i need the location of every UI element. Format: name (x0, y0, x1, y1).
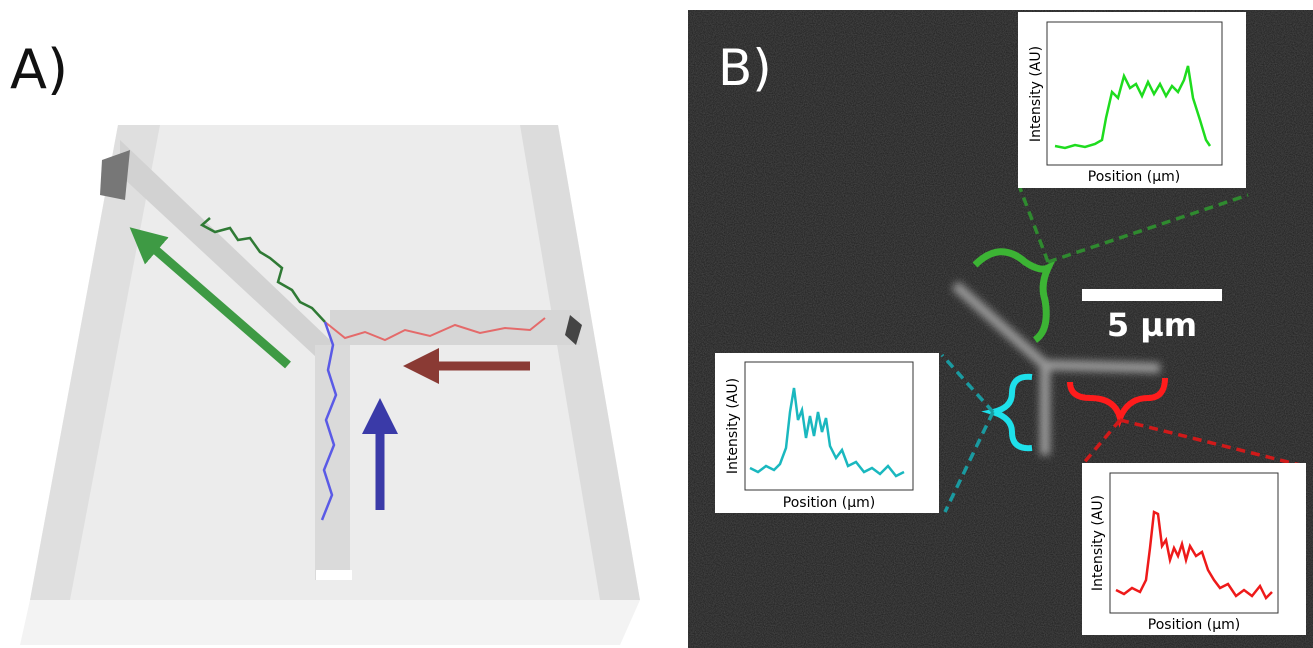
channel-end (100, 150, 130, 200)
inset-bg (1018, 12, 1246, 188)
panel-label: A) (10, 38, 68, 101)
profile-inset: Position (µm) Intensity (AU) (1082, 463, 1306, 635)
x-axis-label: Position (µm) (1148, 617, 1240, 633)
x-axis-label: Position (µm) (1088, 169, 1180, 185)
y-axis-label: Intensity (AU) (1090, 495, 1106, 591)
channel-end (316, 570, 352, 580)
panel-a: A) (10, 38, 640, 645)
box-floor (20, 600, 640, 645)
panel-label: B) (718, 39, 772, 97)
scale-label: 5 µm (1107, 306, 1197, 344)
x-axis-label: Position (µm) (783, 495, 875, 511)
y-axis-label: Intensity (AU) (1028, 46, 1044, 142)
page: {"panels": [ {"label": "A)"}, {"label": … (0, 0, 1313, 648)
profile-inset: Position (µm) Intensity (AU) (1018, 12, 1246, 188)
y-axis-label: Intensity (AU) (725, 378, 741, 474)
profile-inset: Position (µm) Intensity (AU) (715, 353, 939, 513)
figure: A) B) 5 µm (0, 0, 1313, 648)
channel (330, 310, 580, 345)
inset-bg (1082, 463, 1306, 635)
panel-b: B) 5 µm Position (µm) Intensity (AU) (688, 10, 1313, 648)
scale-bar (1082, 289, 1222, 301)
